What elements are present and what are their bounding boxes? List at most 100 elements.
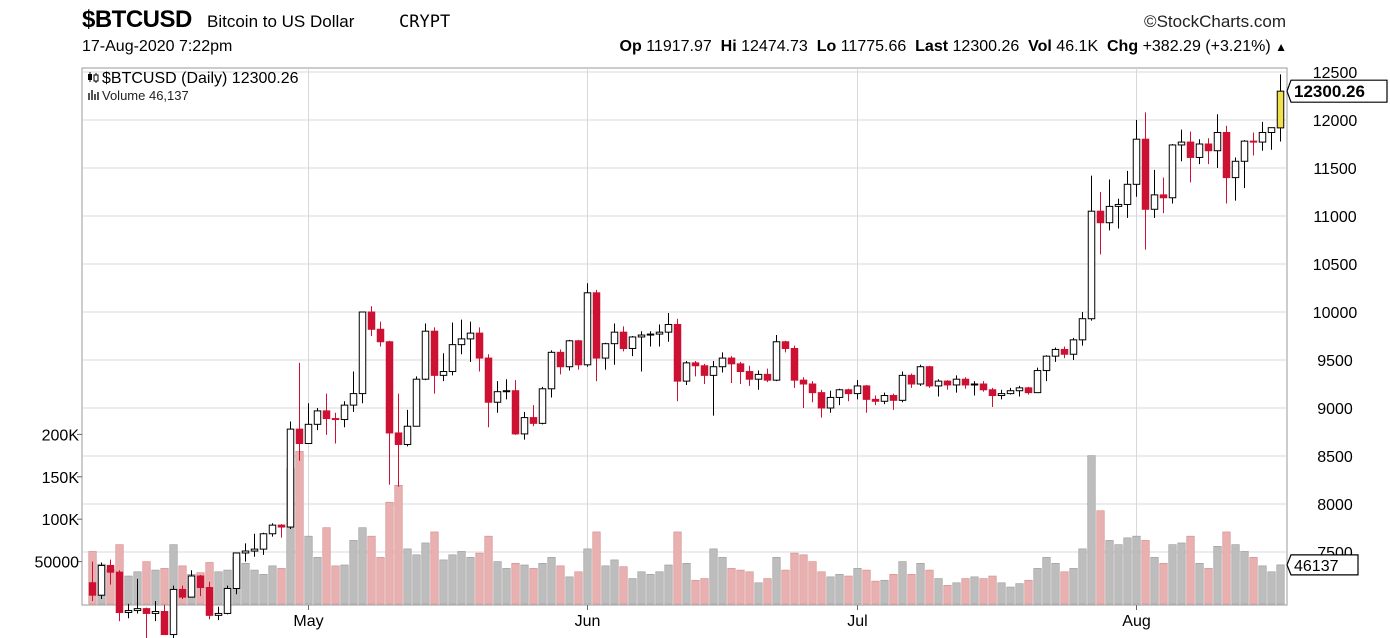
candle-body (880, 395, 889, 402)
candle (340, 401, 349, 428)
candle (871, 395, 880, 406)
quote-date: 17-Aug-2020 7:22pm (82, 38, 233, 55)
vol-label: Vol (1028, 38, 1052, 55)
candle-body (241, 550, 250, 554)
volume-bar (367, 535, 376, 605)
volume-bar (151, 569, 160, 605)
candle (1276, 74, 1285, 142)
volume-bar (691, 579, 700, 605)
volume-bar (934, 578, 943, 605)
candle-body (952, 378, 961, 386)
candle-body (457, 338, 466, 346)
date-tick-label: Jul (847, 613, 867, 630)
candle (1123, 170, 1132, 218)
candle (682, 360, 691, 385)
candle-body (313, 410, 322, 425)
candle-body (448, 344, 457, 373)
candle-body (1204, 143, 1213, 152)
candle-body (799, 379, 808, 385)
candle-body (160, 611, 169, 636)
candle (1132, 120, 1141, 197)
candle-body (637, 334, 646, 338)
candle (250, 533, 259, 557)
candle (664, 312, 673, 342)
volume-bar (1240, 551, 1249, 605)
candle (637, 331, 646, 372)
price-tick-label: 11500 (1313, 161, 1356, 178)
candle-body (520, 417, 529, 435)
candle (970, 381, 979, 396)
candle-body (700, 365, 709, 376)
volume-bar (1258, 565, 1267, 605)
candle-body (511, 390, 520, 435)
candle (457, 319, 466, 355)
volume-bar (916, 562, 925, 605)
volume-bar (484, 535, 493, 605)
candle (1060, 346, 1069, 359)
brand-watermark[interactable]: ©StockCharts.com (1144, 12, 1286, 31)
candle (1114, 198, 1123, 229)
candle (1078, 312, 1087, 346)
date-axis: May Jun Jul Aug (293, 605, 1151, 630)
candle-body (349, 393, 358, 406)
volume-bar (277, 568, 286, 605)
candle (475, 327, 484, 372)
candle (430, 327, 439, 394)
candle-body (367, 311, 376, 330)
candle (268, 523, 277, 537)
candle (160, 604, 169, 636)
candle (367, 306, 376, 336)
candle (619, 326, 628, 352)
candle (655, 324, 664, 347)
candle-body (601, 343, 610, 359)
candle-body (1177, 141, 1186, 146)
date-tick-label: May (293, 613, 323, 630)
candle-body (862, 385, 871, 400)
candle (241, 543, 250, 562)
candle-body (466, 332, 475, 340)
candle-body (1222, 131, 1231, 179)
volume-bar (529, 568, 538, 605)
candle-body (421, 330, 430, 380)
volume-bar (1177, 542, 1186, 605)
candle (1033, 367, 1042, 394)
volume-bar (889, 574, 898, 605)
candle (295, 362, 304, 461)
candle-body (502, 390, 511, 393)
candle (547, 350, 556, 398)
volume-bar (268, 565, 277, 605)
volume-bar (745, 571, 754, 605)
candle (700, 363, 709, 384)
candle-body (151, 611, 160, 614)
candle (799, 377, 808, 408)
price-axis: 7500800085009000950010000105001100011500… (1313, 65, 1358, 562)
volume-bar (1114, 544, 1123, 605)
volume-bar (628, 578, 637, 605)
candle (1204, 138, 1213, 165)
volume-bar (331, 565, 340, 605)
candle-body (88, 582, 97, 596)
candle (961, 377, 970, 389)
candle (1024, 386, 1033, 395)
candle-body (997, 393, 1006, 397)
volume-bar (1060, 571, 1069, 605)
candle (943, 380, 952, 390)
last-price-label: 12300.26 (1294, 82, 1365, 101)
candle (763, 368, 772, 383)
candle (205, 581, 214, 620)
volume-axis: 50000 100K 150K 200K (35, 427, 82, 572)
volume-bar (313, 557, 322, 605)
volume-bar (1132, 535, 1141, 605)
candle-body (934, 380, 943, 387)
volume-bar (1087, 455, 1096, 605)
candle (142, 607, 151, 638)
candle-body (790, 347, 799, 381)
volume-bar (259, 574, 268, 605)
candle (1051, 347, 1060, 362)
volume-bar (241, 562, 250, 605)
candle-body (538, 388, 547, 424)
candle-body (709, 366, 718, 376)
volume-bar (646, 574, 655, 605)
candle (358, 311, 367, 404)
